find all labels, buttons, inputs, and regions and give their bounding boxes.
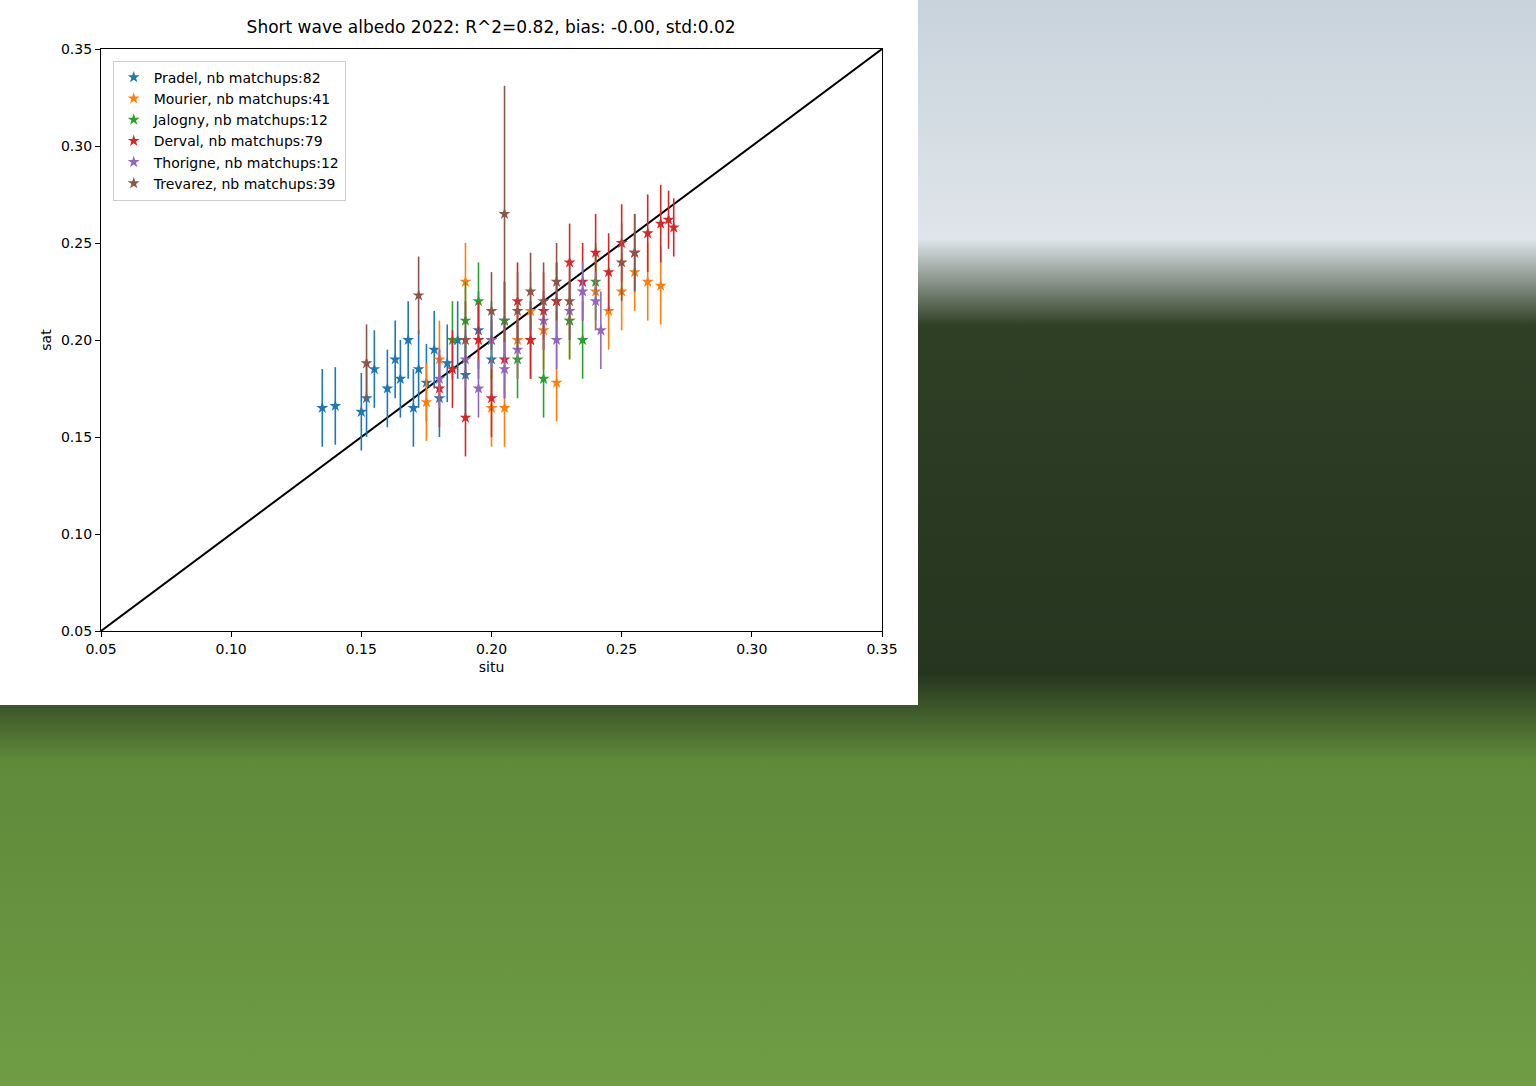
svg-text:0.20: 0.20 [61, 332, 92, 348]
svg-text:0.15: 0.15 [61, 429, 92, 445]
svg-text:0.10: 0.10 [216, 641, 247, 657]
svg-text:0.20: 0.20 [476, 641, 507, 657]
svg-text:Short wave albedo 2022: R^2=0.: Short wave albedo 2022: R^2=0.82, bias: … [247, 17, 736, 37]
svg-text:0.15: 0.15 [346, 641, 377, 657]
svg-text:0.25: 0.25 [606, 641, 637, 657]
svg-text:Mourier, nb matchups:41: Mourier, nb matchups:41 [154, 91, 331, 107]
svg-text:sat: sat [38, 329, 54, 351]
svg-text:0.10: 0.10 [61, 526, 92, 542]
svg-text:0.35: 0.35 [61, 41, 92, 57]
svg-text:0.30: 0.30 [736, 641, 767, 657]
svg-text:0.05: 0.05 [85, 641, 116, 657]
svg-text:Thorigne, nb matchups:12: Thorigne, nb matchups:12 [153, 155, 339, 171]
svg-text:Trevarez, nb matchups:39: Trevarez, nb matchups:39 [153, 176, 336, 192]
svg-text:Derval, nb matchups:79: Derval, nb matchups:79 [154, 133, 323, 149]
svg-text:Jalogny, nb matchups:12: Jalogny, nb matchups:12 [153, 112, 328, 128]
svg-text:Pradel, nb matchups:82: Pradel, nb matchups:82 [154, 70, 321, 86]
svg-text:0.35: 0.35 [866, 641, 897, 657]
svg-text:0.30: 0.30 [61, 138, 92, 154]
svg-text:0.25: 0.25 [61, 235, 92, 251]
svg-text:0.05: 0.05 [61, 623, 92, 639]
svg-text:situ: situ [479, 659, 505, 675]
